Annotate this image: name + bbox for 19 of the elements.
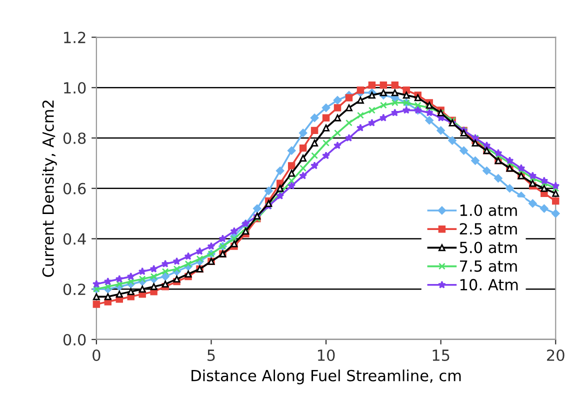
y-tick-label: 0.4 xyxy=(63,233,86,245)
y-tick-label: 0.6 xyxy=(63,182,86,194)
x-tick-label: 15 xyxy=(432,350,450,362)
legend-label: 5.0 atm xyxy=(460,242,517,254)
x-axis-title: Distance Along Fuel Streamline, cm xyxy=(192,370,461,384)
y-tick-label: 0.8 xyxy=(63,132,86,144)
y-axis-title: Current Density, A/cm2 xyxy=(42,100,57,277)
x-tick-label: 5 xyxy=(208,350,215,362)
y-tick-label: 0.2 xyxy=(63,284,86,296)
x-tick-label: 20 xyxy=(547,349,564,362)
legend-label: 1.0 atm xyxy=(460,204,517,216)
x-tick-label: 0 xyxy=(92,349,100,362)
legend-label: 10. Atm xyxy=(460,278,518,290)
y-tick-label: 0.0 xyxy=(63,334,86,346)
y-tick-label: 1.2 xyxy=(64,32,86,44)
x-tick-label: 10 xyxy=(318,349,335,362)
y-tick-label: 1.0 xyxy=(64,82,86,94)
legend-label: 2.5 atm xyxy=(460,223,517,235)
legend-label: 7.5 atm xyxy=(460,260,517,272)
